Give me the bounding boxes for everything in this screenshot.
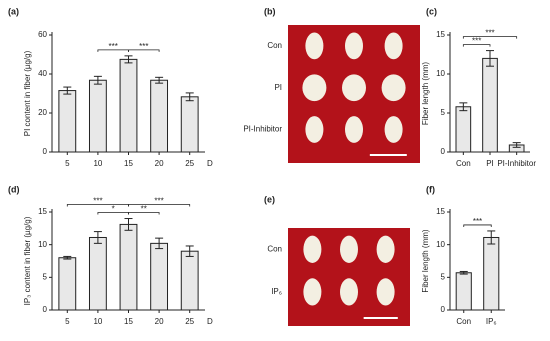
y-tick-label: 10	[38, 240, 47, 249]
photo-row-label: Con	[267, 41, 282, 50]
panel-label: (e)	[264, 194, 275, 204]
bar	[455, 272, 472, 311]
x-unit-label: D	[207, 159, 213, 168]
y-tick-label: 5	[43, 272, 48, 281]
x-unit-label: D	[207, 317, 213, 326]
y-tick-label: 0	[43, 305, 48, 314]
significance-label: ***	[473, 217, 482, 226]
fiber-sample	[384, 32, 403, 60]
fiber-sample	[384, 116, 403, 143]
bar	[88, 236, 107, 311]
bar	[150, 79, 169, 153]
bar	[58, 90, 77, 153]
panel-label: (a)	[8, 6, 19, 16]
x-tick-label: IP₆	[486, 317, 497, 326]
y-tick-label: 10	[436, 240, 445, 249]
fiber-sample	[345, 32, 363, 60]
y-tick-label: 15	[38, 207, 47, 216]
bar	[180, 96, 199, 153]
bar	[180, 250, 199, 311]
y-tick-label: 0	[43, 147, 48, 156]
y-tick-label: 60	[38, 30, 47, 39]
bar	[150, 242, 169, 311]
bar	[88, 79, 107, 153]
significance-bracket	[128, 49, 160, 52]
fiber-sample	[302, 74, 327, 102]
fiber-sample	[303, 235, 322, 263]
photo-row-label: PI-Inhibitor	[243, 125, 282, 134]
x-tick-label: 5	[65, 159, 70, 168]
fiber-sample	[305, 116, 324, 143]
significance-label: ***	[93, 197, 102, 206]
bar	[119, 58, 138, 153]
x-tick-label: Con	[456, 159, 471, 168]
fiber-sample	[303, 278, 322, 306]
x-tick-label: PI-Inhibitor	[497, 159, 536, 168]
bar	[119, 223, 138, 311]
fiber-sample	[345, 116, 363, 143]
photo-row-label: Con	[267, 244, 282, 253]
photo-row-label: IP₆	[271, 287, 282, 296]
fiber-sample	[305, 32, 324, 60]
x-tick-label: PI	[486, 159, 494, 168]
significance-label: ***	[154, 197, 163, 206]
fiber-sample	[376, 235, 395, 263]
bar	[482, 57, 498, 153]
fiber-sample	[340, 278, 358, 306]
significance-bracket	[462, 44, 491, 47]
photo-row-label: PI	[274, 83, 282, 92]
significance-label: ***	[139, 42, 148, 51]
y-tick-label: 5	[441, 108, 446, 117]
fiber-sample	[342, 74, 366, 102]
x-tick-label: 10	[93, 317, 102, 326]
y-axis-label: PI content in fiber (µg/g)	[23, 50, 32, 136]
panel-label: (c)	[426, 6, 437, 16]
fiber-sample	[381, 74, 406, 102]
significance-label: ***	[109, 42, 118, 51]
y-tick-label: 15	[436, 207, 445, 216]
x-tick-label: Con	[456, 317, 471, 326]
significance-label: *	[112, 205, 115, 214]
x-tick-label: 15	[124, 317, 133, 326]
x-tick-label: 25	[185, 317, 194, 326]
y-tick-label: 0	[441, 147, 446, 156]
x-tick-label: 10	[93, 159, 102, 168]
y-axis-label: IP₃ content in fiber (µg/g)	[23, 216, 32, 305]
y-axis-label: Fiber length (mm)	[421, 62, 430, 125]
x-tick-label: 20	[155, 317, 164, 326]
significance-label: **	[141, 205, 147, 214]
significance-label: ***	[485, 29, 494, 38]
fiber-sample	[340, 235, 358, 263]
significance-bracket	[462, 36, 518, 39]
panel-label: (d)	[8, 184, 20, 194]
y-axis-label: Fiber length (mm)	[421, 229, 430, 292]
x-tick-label: 15	[124, 159, 133, 168]
x-tick-label: 25	[185, 159, 194, 168]
significance-label: ***	[472, 37, 481, 46]
panel-label: (f)	[426, 184, 435, 194]
y-tick-label: 0	[441, 305, 446, 314]
bar	[483, 236, 500, 311]
significance-bracket	[128, 204, 191, 207]
x-tick-label: 20	[155, 159, 164, 168]
y-tick-label: 15	[436, 30, 445, 39]
y-tick-label: 20	[38, 108, 47, 117]
x-tick-label: 5	[65, 317, 70, 326]
y-tick-label: 40	[38, 69, 47, 78]
y-tick-label: 5	[441, 272, 446, 281]
fiber-sample	[376, 278, 395, 306]
significance-bracket	[128, 212, 160, 215]
bar	[455, 106, 472, 153]
significance-bracket	[463, 224, 492, 227]
bar	[58, 257, 77, 311]
y-tick-label: 10	[436, 69, 445, 78]
panel-label: (b)	[264, 6, 276, 16]
